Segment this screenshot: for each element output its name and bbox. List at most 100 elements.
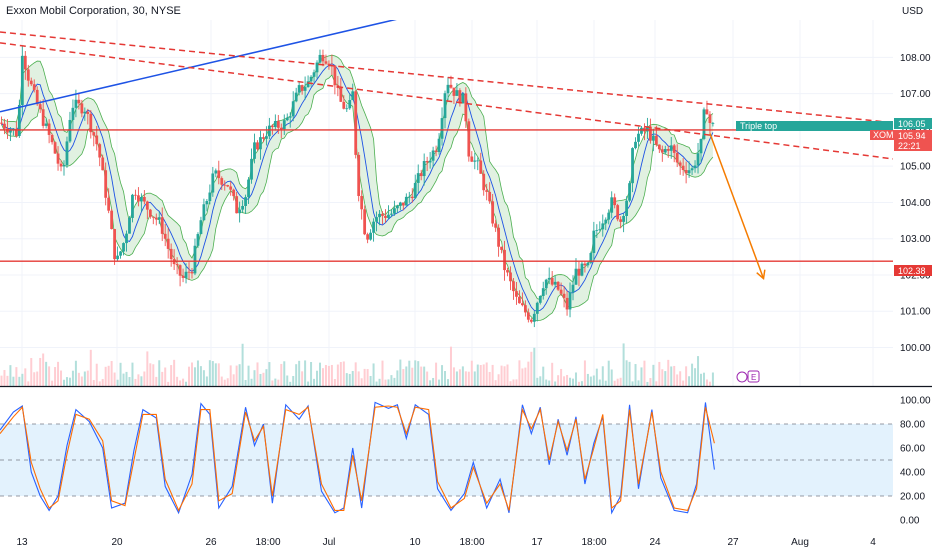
- candle-body: [684, 170, 688, 174]
- volume-bar: [131, 362, 134, 386]
- volume-bar: [396, 370, 399, 386]
- candle-body: [446, 84, 450, 94]
- candle-body: [137, 195, 140, 202]
- arrow-head[interactable]: [756, 269, 766, 281]
- stochastic-axis[interactable]: 0.00 20.00 40.00 60.00 80.00 100.00: [900, 396, 931, 527]
- price-axis[interactable]: 100.00101.00102.00103.00104.00105.00106.…: [900, 53, 931, 354]
- candle-body: [619, 219, 623, 222]
- candle-body: [404, 196, 408, 206]
- candle-body: [259, 137, 262, 150]
- volume-bar: [360, 378, 363, 386]
- candle-body: [556, 281, 560, 290]
- candle-body: [306, 81, 310, 88]
- volume-bar: [104, 366, 107, 386]
- projection-arrow[interactable]: [709, 133, 766, 281]
- candle-body: [381, 213, 384, 216]
- volume-bar: [691, 363, 694, 386]
- volume-bar: [616, 378, 619, 386]
- volume-bar: [711, 372, 714, 386]
- volume-bar: [354, 362, 357, 386]
- volume-bar: [170, 365, 173, 386]
- volume-bar: [563, 376, 566, 386]
- trendline[interactable]: [0, 7, 451, 113]
- volume-bar: [521, 368, 524, 386]
- candle-body: [285, 117, 289, 121]
- stochastic-lines: [0, 401, 715, 515]
- volume-bar: [310, 361, 313, 386]
- trendlines[interactable]: [0, 7, 893, 160]
- volume-bar: [86, 370, 89, 386]
- candle-body: [139, 196, 143, 202]
- candle-body: [95, 135, 99, 145]
- volume-bar: [62, 379, 65, 386]
- volume-bar: [652, 364, 655, 386]
- candle-body: [157, 217, 161, 220]
- time-axis[interactable]: 13 20 26 18:00 Jul 10 18:00 17 18:00 24 27 Aug 4: [16, 537, 876, 548]
- volume-bar: [113, 372, 116, 386]
- volume-bar: [682, 380, 685, 386]
- candle-body: [244, 197, 247, 207]
- candle-body: [131, 194, 134, 218]
- candle-body: [125, 233, 128, 244]
- volume-bar: [226, 378, 229, 386]
- currency-label[interactable]: USD: [902, 6, 923, 17]
- candle-body: [163, 233, 167, 239]
- volume-bar: [116, 379, 119, 386]
- candle-body: [247, 179, 250, 198]
- candle-body: [202, 204, 206, 221]
- candle-body: [506, 270, 509, 273]
- volume-bar: [65, 377, 68, 386]
- candle-body: [351, 91, 355, 101]
- volume-bar: [217, 363, 220, 386]
- volume-bar: [30, 358, 33, 386]
- candle-body: [166, 238, 170, 249]
- volume-bar: [473, 371, 476, 386]
- volume-bar: [289, 381, 292, 386]
- volume-bar: [697, 356, 700, 386]
- volume-bar: [161, 371, 164, 386]
- arrow-shaft[interactable]: [709, 133, 765, 279]
- candle-body: [690, 168, 694, 171]
- dividend-icon[interactable]: [736, 371, 748, 383]
- volume-bar: [348, 373, 351, 386]
- volume-bar: [446, 379, 449, 386]
- volume-bar: [179, 380, 182, 386]
- volume-bar: [253, 370, 256, 386]
- candle-body: [56, 153, 60, 164]
- volume-bar: [366, 369, 369, 386]
- time-tick-label: Aug: [791, 537, 809, 548]
- volume-bar: [316, 370, 319, 386]
- volume-bar: [509, 381, 512, 386]
- volume-bar: [595, 368, 598, 386]
- candle-body: [461, 93, 465, 104]
- volume-bar: [39, 357, 42, 386]
- candle-body: [107, 197, 111, 211]
- volume-bar: [185, 381, 188, 386]
- volume-bar: [482, 364, 485, 386]
- volume-bar: [271, 380, 274, 386]
- event-badges[interactable]: E: [736, 370, 760, 383]
- volume-bar: [646, 381, 649, 386]
- volume-bar: [551, 362, 554, 386]
- volume-bar: [387, 379, 390, 386]
- volume-bar: [557, 375, 560, 386]
- time-tick-label: 10: [409, 537, 421, 548]
- candle-body: [154, 217, 158, 220]
- candle-body: [613, 197, 617, 206]
- volume-bar: [640, 367, 643, 386]
- volume-bar: [536, 377, 539, 386]
- stoch-tick-label: 80.00: [900, 420, 925, 431]
- price-tick-label: 104.00: [900, 198, 931, 209]
- volume-bar: [83, 371, 86, 386]
- candle-body: [577, 268, 581, 276]
- candle-body: [589, 253, 593, 263]
- price-candles[interactable]: [0, 45, 715, 328]
- candle-body: [440, 118, 444, 139]
- candle-body: [178, 265, 182, 276]
- candle-body: [419, 173, 423, 177]
- trendline[interactable]: [0, 42, 893, 160]
- earnings-badge[interactable]: [747, 370, 760, 383]
- time-tick-label: 26: [205, 537, 217, 548]
- triple-top-annotation[interactable]: Triple top: [736, 121, 893, 131]
